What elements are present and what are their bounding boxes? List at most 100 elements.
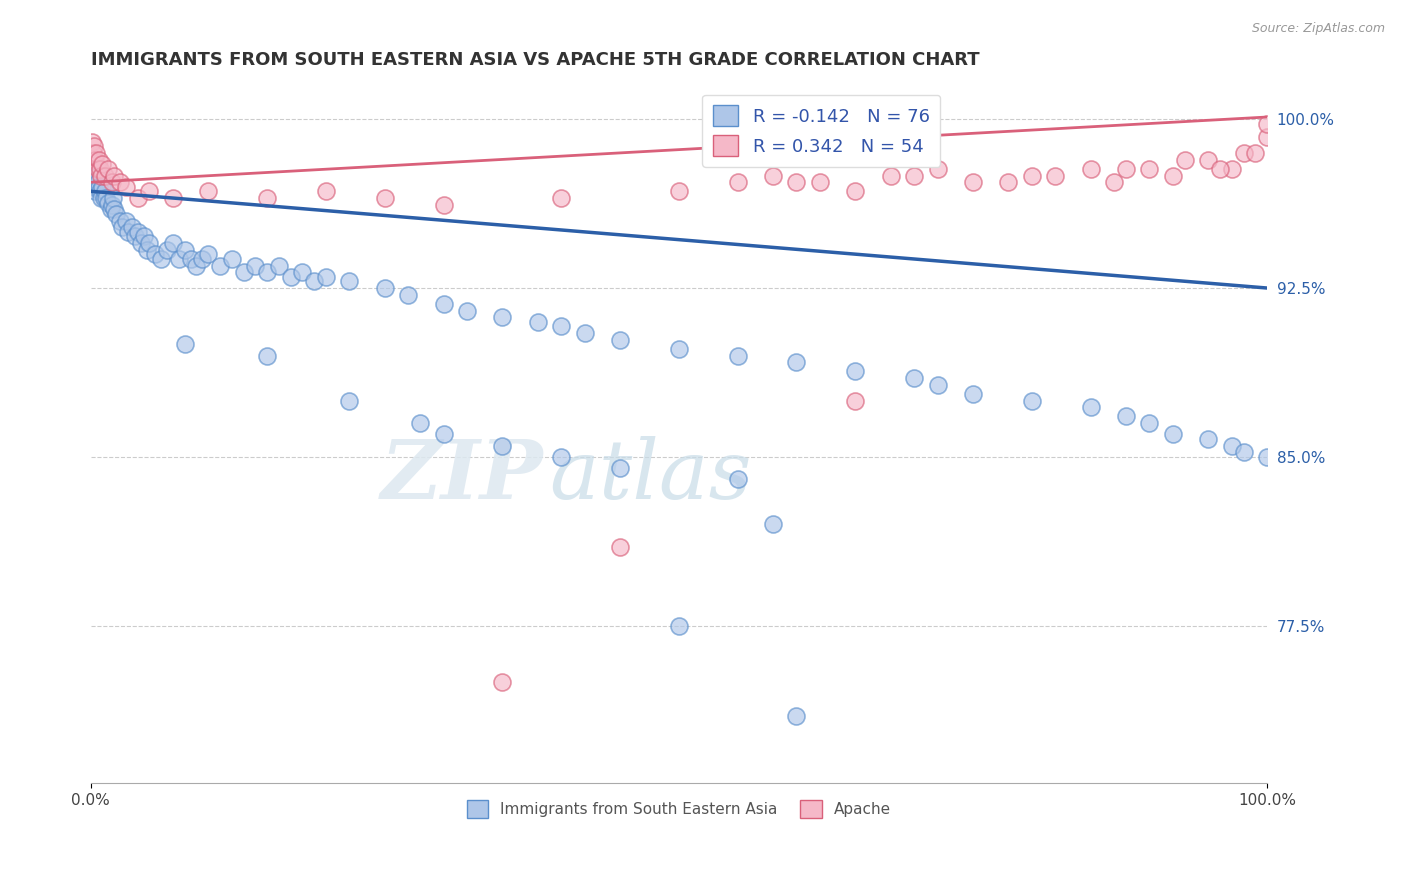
Point — [124, 229, 146, 244]
Point — [256, 191, 278, 205]
Point — [83, 139, 105, 153]
Point — [762, 517, 785, 532]
Point — [221, 252, 243, 266]
Point — [101, 191, 124, 205]
Legend: Immigrants from South Eastern Asia, Apache: Immigrants from South Eastern Asia, Apac… — [460, 795, 897, 824]
Point — [167, 252, 190, 266]
Point — [962, 386, 984, 401]
Point — [456, 303, 478, 318]
Point — [93, 169, 115, 183]
Point — [105, 207, 128, 221]
Point — [491, 674, 513, 689]
Point — [150, 252, 173, 266]
Point — [280, 269, 302, 284]
Point — [108, 175, 131, 189]
Point — [903, 169, 925, 183]
Point — [86, 146, 108, 161]
Point — [550, 191, 572, 205]
Point — [526, 315, 548, 329]
Point — [208, 259, 231, 273]
Point — [86, 175, 108, 189]
Point — [232, 265, 254, 279]
Point — [138, 235, 160, 250]
Point — [668, 618, 690, 632]
Point — [1021, 393, 1043, 408]
Point — [1197, 153, 1219, 167]
Point — [143, 247, 166, 261]
Point — [267, 259, 290, 273]
Point — [111, 220, 134, 235]
Point — [1137, 161, 1160, 176]
Point — [115, 179, 138, 194]
Point — [291, 265, 314, 279]
Point — [785, 355, 807, 369]
Point — [197, 247, 219, 261]
Point — [87, 179, 110, 194]
Point — [844, 184, 866, 198]
Point — [90, 191, 112, 205]
Point — [374, 191, 396, 205]
Point — [491, 438, 513, 452]
Point — [432, 297, 454, 311]
Point — [339, 393, 361, 408]
Point — [879, 169, 901, 183]
Point — [127, 225, 149, 239]
Point — [1161, 427, 1184, 442]
Point — [101, 175, 124, 189]
Point — [808, 175, 831, 189]
Point — [1080, 401, 1102, 415]
Point — [785, 708, 807, 723]
Point — [173, 337, 195, 351]
Point — [844, 364, 866, 378]
Point — [1102, 175, 1125, 189]
Point — [97, 195, 120, 210]
Point — [136, 243, 159, 257]
Point — [409, 416, 432, 430]
Point — [1256, 450, 1278, 464]
Text: Source: ZipAtlas.com: Source: ZipAtlas.com — [1251, 22, 1385, 36]
Point — [103, 169, 125, 183]
Point — [91, 179, 114, 194]
Point — [1256, 117, 1278, 131]
Point — [762, 169, 785, 183]
Point — [97, 161, 120, 176]
Point — [1256, 130, 1278, 145]
Point — [129, 235, 152, 250]
Point — [432, 198, 454, 212]
Point — [94, 191, 117, 205]
Point — [93, 184, 115, 198]
Point — [1197, 432, 1219, 446]
Point — [574, 326, 596, 340]
Point — [1220, 438, 1243, 452]
Point — [132, 229, 155, 244]
Point — [108, 213, 131, 227]
Point — [315, 184, 337, 198]
Point — [785, 175, 807, 189]
Point — [903, 371, 925, 385]
Point — [609, 540, 631, 554]
Point — [87, 153, 110, 167]
Text: atlas: atlas — [550, 436, 752, 516]
Point — [90, 169, 112, 183]
Point — [86, 169, 108, 183]
Point — [197, 184, 219, 198]
Point — [1244, 146, 1267, 161]
Point — [84, 153, 107, 167]
Point — [80, 169, 103, 183]
Point — [727, 472, 749, 486]
Point — [1080, 161, 1102, 176]
Point — [103, 202, 125, 217]
Point — [727, 349, 749, 363]
Point — [1021, 169, 1043, 183]
Point — [1115, 409, 1137, 424]
Point — [1174, 153, 1197, 167]
Point — [86, 161, 108, 176]
Point — [162, 191, 184, 205]
Point — [83, 179, 105, 194]
Point — [138, 184, 160, 198]
Point — [186, 259, 208, 273]
Point — [609, 461, 631, 475]
Point — [1232, 146, 1254, 161]
Point — [609, 333, 631, 347]
Point — [339, 274, 361, 288]
